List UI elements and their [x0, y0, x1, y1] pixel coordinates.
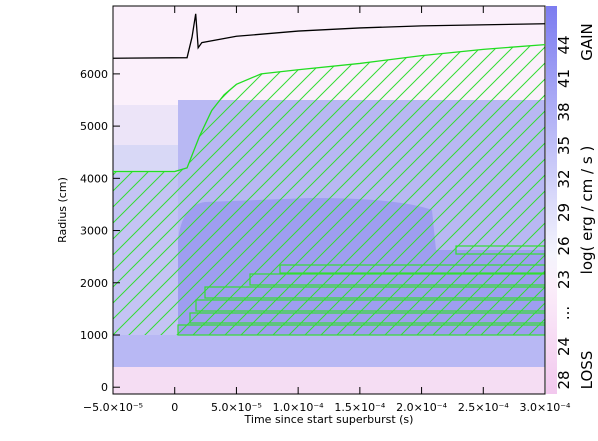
- y-tick-label: 5000: [80, 120, 108, 133]
- y-tick-label: 4000: [80, 172, 108, 185]
- colorbar-high-label: GAIN: [578, 23, 596, 61]
- y-tick-label: 6000: [80, 68, 108, 81]
- colorbar: [546, 6, 557, 394]
- series-line: [113, 43, 545, 173]
- x-tick-label: 0: [171, 401, 178, 414]
- colorbar-labels: LOSS GAIN log( erg / cm / s ) 28 24... 23 2…: [555, 23, 596, 389]
- x-axis-label: Time since start superburst (s): [244, 413, 414, 426]
- colorbar-tick-label: 38: [555, 102, 573, 121]
- y-tick-label: 0: [101, 381, 108, 394]
- colorbar-tick-label: 32: [555, 169, 573, 188]
- y-tick-label: 1000: [80, 329, 108, 342]
- colorbar-title: log( erg / cm / s ): [578, 146, 596, 275]
- colorbar-tick-label: 29: [555, 203, 573, 222]
- x-tick-label: 2.5×10⁻⁴: [458, 401, 510, 414]
- y-tick-label: 2000: [80, 277, 108, 290]
- x-tick-label: 3.0×10⁻⁴: [520, 401, 572, 414]
- colorbar-tick-label: 23: [555, 270, 573, 289]
- colorbar-low-label: LOSS: [578, 351, 596, 390]
- series-line: [113, 13, 545, 59]
- colorbar-tick-label: 44: [555, 35, 573, 54]
- colorbar-tick-label: ...: [555, 306, 573, 320]
- plot-frame: [112, 5, 546, 395]
- colorbar-tick-label: 41: [555, 69, 573, 88]
- x-tick-label: 2.0×10⁻⁴: [396, 401, 448, 414]
- colorbar-tick-label: 28: [555, 370, 573, 389]
- colorbar-tick-label: 26: [555, 236, 573, 255]
- x-tick-label: 1.0×10⁻⁴: [273, 401, 325, 414]
- regions: [113, 6, 545, 394]
- x-tick-label: 5.0×10⁻⁵: [211, 401, 262, 414]
- x-tick-label: 1.5×10⁻⁴: [334, 401, 386, 414]
- colorbar-tick-label: 24: [555, 337, 573, 356]
- colorbar-tick-label: 35: [555, 136, 573, 155]
- y-tick-label: 3000: [80, 225, 108, 238]
- y-axis-label: Radius (cm): [56, 177, 69, 243]
- x-tick-label: −5.0×10⁻⁵: [83, 401, 143, 414]
